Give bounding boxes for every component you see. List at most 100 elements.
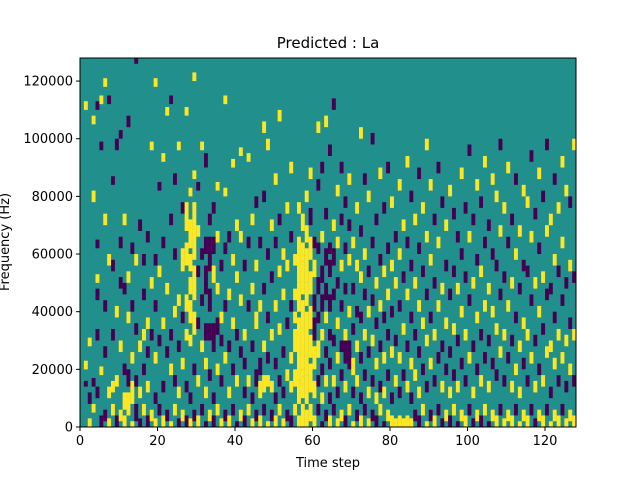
heatmap-cell (262, 190, 267, 203)
heatmap-cell (386, 328, 391, 341)
heatmap-cell (463, 271, 468, 283)
heatmap-cell (149, 141, 154, 151)
heatmap-cell (308, 403, 313, 422)
heatmap-cell (335, 352, 340, 364)
heatmap-cell (161, 236, 166, 249)
heatmap-cell (83, 360, 88, 370)
heatmap-cell (498, 225, 503, 237)
heatmap-cell (285, 369, 290, 381)
heatmap-cell (471, 418, 476, 427)
x-tick-label: 20 (149, 434, 166, 449)
heatmap-cell (188, 277, 193, 295)
heatmap-cell (285, 202, 290, 214)
x-tick-label: 0 (76, 434, 84, 449)
heatmap-cell (479, 265, 484, 278)
heatmap-cell (258, 236, 263, 249)
heatmap-cell (393, 375, 398, 387)
heatmap-cell (390, 415, 394, 427)
plot-frame (79, 57, 577, 428)
heatmap-cell (304, 190, 309, 203)
heatmap-cell (436, 236, 441, 249)
heatmap-cell (87, 418, 92, 427)
heatmap-cell (405, 288, 410, 301)
heatmap-cell (331, 248, 336, 266)
heatmap-cell (545, 225, 549, 237)
heatmap-cell (320, 265, 325, 283)
heatmap-cell (362, 369, 367, 381)
heatmap-cell (564, 418, 569, 427)
heatmap-cell (165, 282, 170, 295)
heatmap-cell (300, 265, 305, 295)
heatmap-cell (130, 421, 135, 427)
heatmap-cell (254, 369, 259, 387)
heatmap-cell (289, 352, 294, 364)
heatmap-cell (459, 248, 464, 260)
heatmap-cell (335, 277, 340, 289)
heatmap-cell (227, 230, 232, 243)
heatmap-cell (459, 409, 464, 422)
heatmap-cell (452, 323, 456, 335)
heatmap-cell (207, 323, 212, 341)
heatmap-cell (386, 369, 391, 381)
heatmap-cell (215, 317, 220, 335)
heatmap-cell (176, 294, 181, 306)
heatmap-cell (494, 415, 499, 427)
heatmap-cell (250, 282, 255, 295)
heatmap-cell (533, 334, 538, 347)
heatmap-cell (397, 352, 402, 364)
heatmap-cell (184, 294, 189, 312)
heatmap-cell (196, 265, 201, 278)
heatmap-cell (134, 58, 139, 64)
heatmap-cell (483, 403, 487, 416)
heatmap-cell (219, 259, 224, 272)
heatmap-cell (107, 95, 112, 105)
heatmap-cell (421, 202, 425, 214)
heatmap-cell (370, 294, 375, 306)
heatmap-cell (173, 375, 177, 387)
heatmap-cell (211, 415, 216, 427)
heatmap-cell (269, 271, 274, 283)
heatmap-cell (521, 409, 526, 422)
heatmap-cell (510, 277, 515, 289)
heatmap-cell (320, 230, 325, 243)
heatmap-cell (95, 239, 100, 249)
heatmap-cell (556, 265, 561, 278)
heatmap-cell (525, 375, 530, 387)
heatmap-cell (328, 415, 332, 427)
heatmap-cell (111, 380, 115, 393)
heatmap-cell (219, 375, 224, 387)
heatmap-cell (366, 418, 371, 427)
heatmap-cell (498, 288, 503, 301)
heatmap-cell (145, 317, 150, 329)
heatmap-cell (390, 196, 394, 208)
heatmap-cell (514, 248, 518, 260)
heatmap-cell (238, 409, 243, 422)
heatmap-cell (308, 167, 313, 180)
heatmap-cell (95, 101, 100, 110)
heatmap-cell (393, 418, 398, 427)
heatmap-cell (552, 254, 557, 266)
heatmap-cell (297, 254, 301, 283)
heatmap-cell (204, 153, 208, 168)
heatmap-cell (514, 311, 518, 324)
heatmap-cell (494, 259, 499, 272)
heatmap-cell (235, 271, 239, 283)
heatmap-cell (231, 363, 236, 376)
heatmap-cell (413, 328, 418, 341)
heatmap-cell (359, 415, 363, 427)
heatmap-cell (343, 282, 348, 295)
heatmap-cell (145, 380, 150, 393)
heatmap-cell (362, 173, 367, 185)
heatmap-cell (568, 196, 573, 208)
heatmap-cell (266, 375, 270, 387)
heatmap-cell (266, 248, 270, 260)
heatmap-cell (293, 369, 298, 387)
heatmap-cell (335, 236, 340, 249)
heatmap-cell (359, 127, 363, 139)
heatmap-cell (211, 392, 216, 404)
heatmap-cell (118, 340, 123, 353)
heatmap-cell (122, 213, 127, 226)
heatmap-cell (421, 265, 425, 278)
heatmap-cell (300, 213, 305, 231)
heatmap-cell (339, 369, 344, 381)
